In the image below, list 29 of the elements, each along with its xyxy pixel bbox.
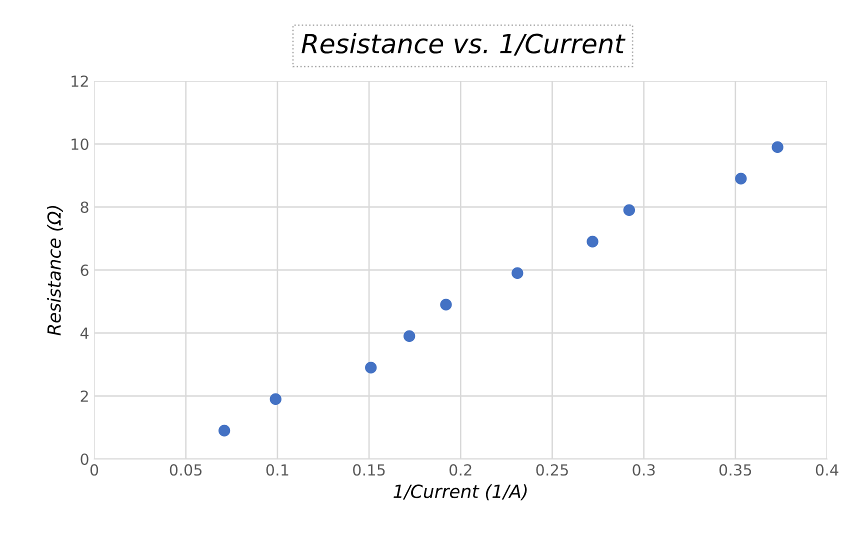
point xyxy=(440,298,452,310)
point xyxy=(772,141,784,153)
y-tick-label: 2 xyxy=(80,390,88,402)
chart-title: Resistance vs. 1/Current xyxy=(302,33,626,56)
y-tick-label: 4 xyxy=(80,328,89,339)
x-tick-label: 0.15 xyxy=(353,464,385,476)
x-tick-label: 0.35 xyxy=(719,464,752,476)
point xyxy=(623,204,636,216)
x-axis-title: 1/Current (1/A) xyxy=(394,484,527,500)
point xyxy=(270,393,282,405)
point xyxy=(218,424,230,436)
y-tick-label: 8 xyxy=(80,201,88,214)
point xyxy=(404,330,416,342)
x-tick-label: 0.1 xyxy=(266,464,288,476)
x-tick-label: 0.25 xyxy=(536,464,568,476)
point xyxy=(735,172,747,184)
y-tick-label: 6 xyxy=(80,264,88,276)
point xyxy=(586,236,598,248)
x-tick-label: 0.2 xyxy=(449,464,472,476)
point xyxy=(512,267,524,279)
x-tick-label: 0.4 xyxy=(816,464,838,476)
x-tick-label: 0 xyxy=(90,464,98,476)
y-tick-label: 0 xyxy=(80,453,88,466)
y-tick-label: 10 xyxy=(72,138,88,150)
x-tick-label: 0.3 xyxy=(632,464,655,476)
point xyxy=(365,362,377,374)
y-tick-label: 12 xyxy=(72,75,88,87)
y-axis-title: Resistance (Ω) xyxy=(46,206,64,336)
x-tick-label: 0.05 xyxy=(170,464,202,476)
